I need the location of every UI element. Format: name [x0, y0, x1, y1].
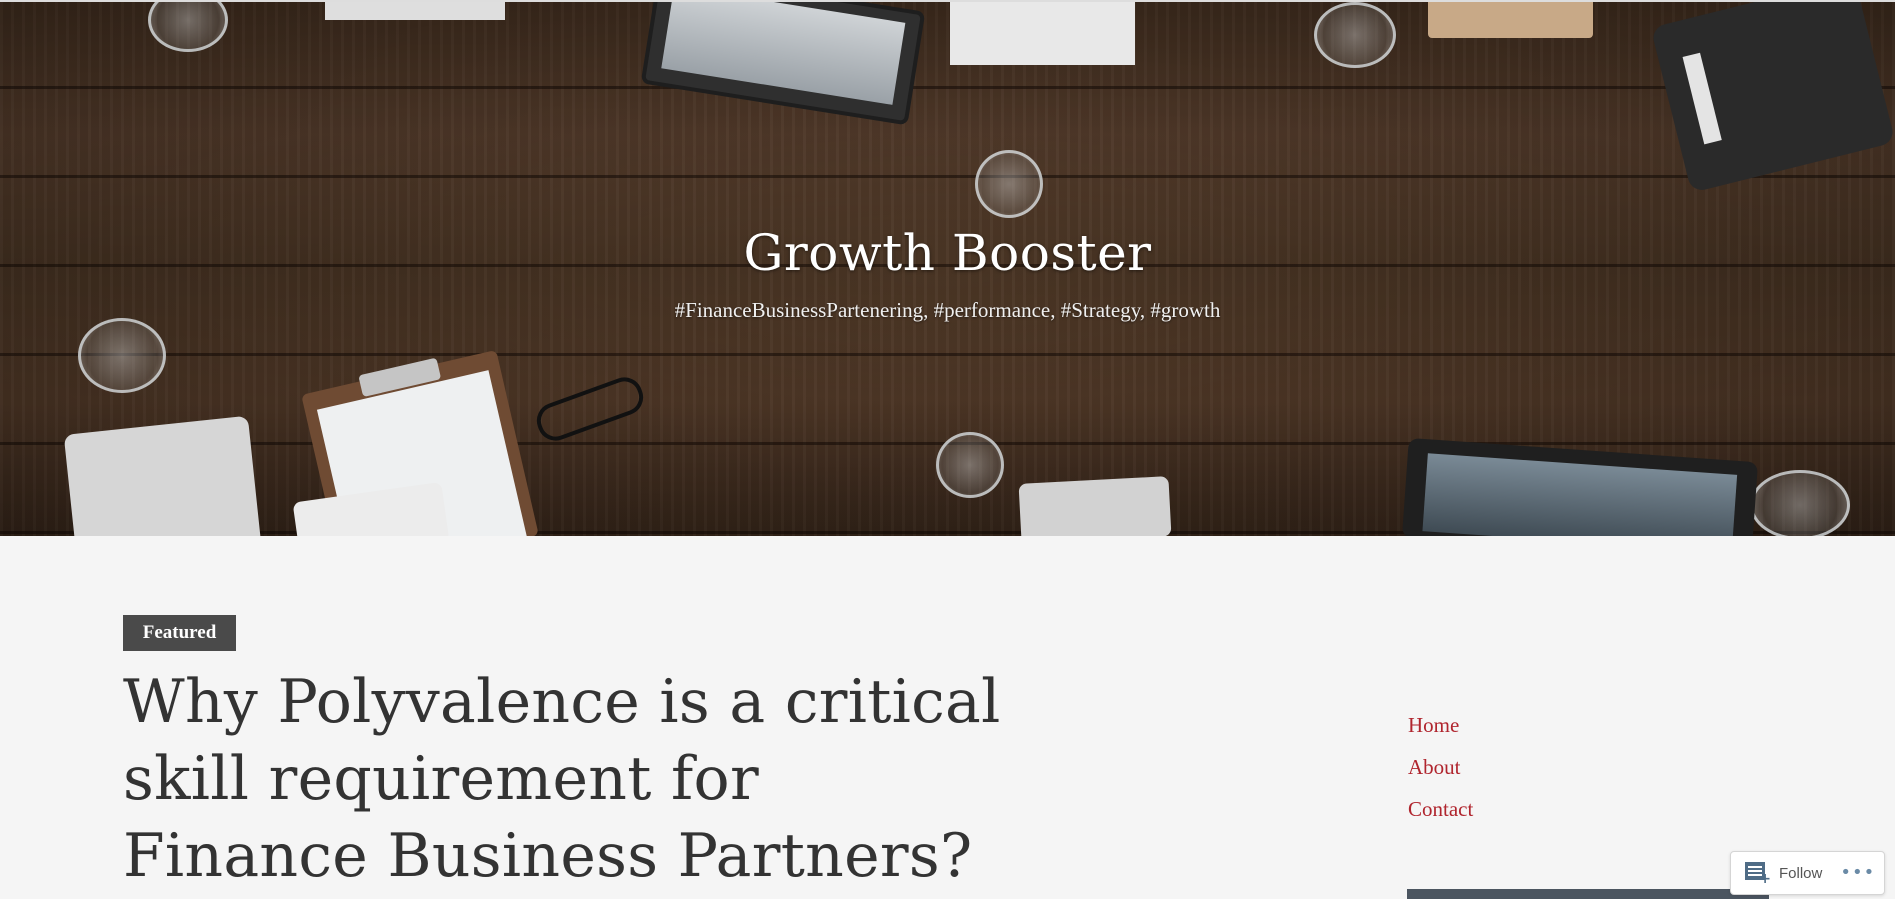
sidebar-link-home[interactable]: Home [1408, 713, 1460, 737]
glass-decoration [1314, 2, 1396, 68]
sidebar-menu: Home About Contact [1408, 710, 1473, 836]
follow-button[interactable]: Follow [1779, 864, 1823, 882]
glass-decoration [78, 318, 166, 393]
top-divider [0, 0, 1895, 2]
sidebar-image [1407, 889, 1769, 899]
paper-decoration [325, 0, 505, 20]
sidebar-link-about[interactable]: About [1408, 755, 1461, 779]
glass-decoration [936, 432, 1004, 498]
featured-badge: Featured [123, 615, 236, 651]
sidebar-link-contact[interactable]: Contact [1408, 797, 1474, 821]
follow-widget: + Follow ••• [1730, 851, 1885, 895]
paper-decoration [950, 0, 1135, 65]
header-banner: Growth Booster #FinanceBusinessParteneri… [0, 0, 1895, 536]
folder-decoration [1428, 0, 1593, 38]
site-title[interactable]: Growth Booster [743, 224, 1152, 282]
reader-follow-icon[interactable]: + [1745, 862, 1771, 886]
site-tagline: #FinanceBusinessPartenering, #performanc… [674, 298, 1221, 322]
glass-decoration [1750, 470, 1850, 536]
more-icon[interactable]: ••• [1840, 862, 1876, 883]
glass-decoration [975, 150, 1043, 218]
glass-decoration [148, 0, 228, 52]
post-title[interactable]: Why Polyvalence is a critical skill requ… [123, 667, 1001, 891]
